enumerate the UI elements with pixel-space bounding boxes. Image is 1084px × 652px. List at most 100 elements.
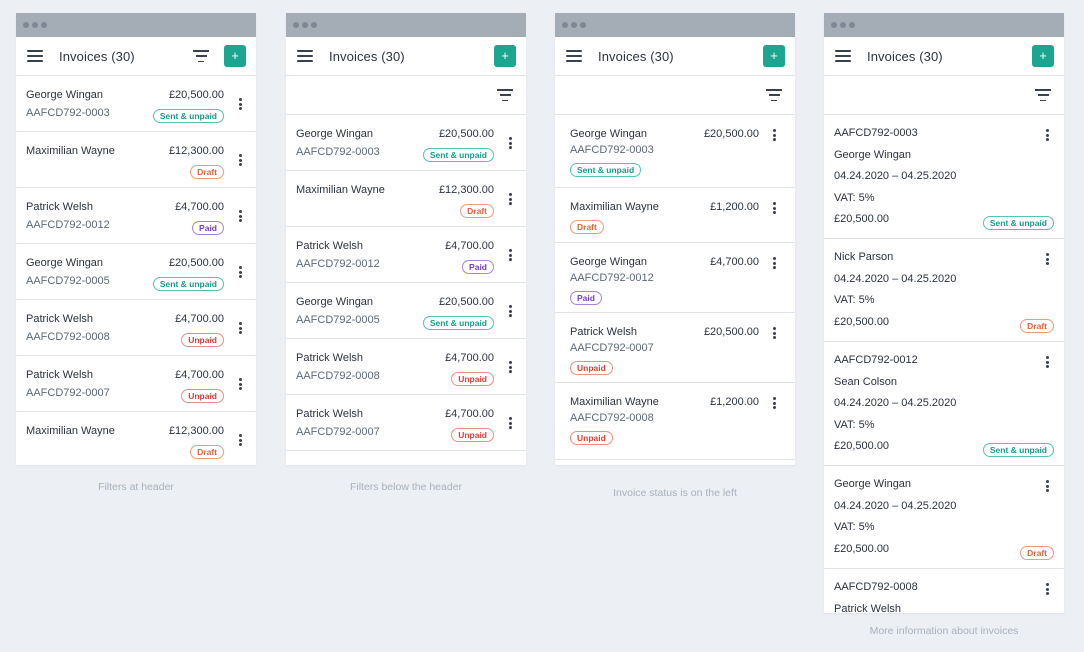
- status-badge-wrap: Paid: [462, 257, 494, 275]
- invoice-card[interactable]: Nick Parson 04.24.2020 – 04.25.2020 VAT: 5…: [824, 239, 1064, 342]
- more-options-icon[interactable]: [773, 257, 776, 269]
- more-options-icon[interactable]: [1046, 253, 1049, 265]
- card-line: VAT: 5%: [834, 521, 875, 533]
- invoice-number: AAFCD792-0005: [26, 275, 110, 287]
- more-options-icon[interactable]: [773, 327, 776, 339]
- more-options-icon[interactable]: [773, 202, 776, 214]
- more-options-icon[interactable]: [773, 397, 776, 409]
- more-options-icon[interactable]: [1046, 480, 1049, 492]
- filter-icon[interactable]: [497, 89, 513, 101]
- hamburger-menu-icon[interactable]: [835, 50, 851, 62]
- status-badge-wrap: Sent & unpaid: [422, 313, 494, 331]
- card-line: 04.24.2020 – 04.25.2020: [834, 170, 957, 182]
- client-name: George Wingan: [296, 128, 374, 140]
- invoice-row[interactable]: Maximilian Wayne £1,200.00 Draft: [555, 188, 795, 243]
- more-options-icon[interactable]: [509, 249, 512, 261]
- invoice-card[interactable]: George Wingan 04.24.2020 – 04.25.2020 VAT:…: [824, 466, 1064, 569]
- invoice-card[interactable]: AAFCD792-0008 Patrick Welsh: [824, 569, 1064, 613]
- status-badge-wrap: Draft: [570, 217, 604, 235]
- invoice-row[interactable]: Patrick Welsh AAFCD792-0007 £4,700.00 Unpai…: [16, 356, 256, 412]
- invoice-number: AAFCD792-0003: [296, 146, 380, 158]
- invoice-row[interactable]: Patrick Welsh AAFCD792-0008 £4,700.00 Unpai…: [286, 339, 526, 395]
- card-line: VAT: 5%: [834, 418, 875, 431]
- status-badge: Sent & unpaid: [422, 148, 494, 162]
- mockup-status-left: Invoices (30) + George Wingan AAFCD792-00…: [555, 13, 795, 499]
- more-options-icon[interactable]: [509, 305, 512, 317]
- more-options-icon[interactable]: [1046, 583, 1049, 595]
- invoice-row[interactable]: George Wingan AAFCD792-0012 £4,700.00 Paid: [555, 243, 795, 313]
- status-badge-wrap: Sent & unpaid: [422, 145, 494, 163]
- status-badge-wrap: Unpaid: [570, 428, 613, 446]
- more-options-icon[interactable]: [509, 193, 512, 205]
- mockup-filters-below-header: Invoices (30) + George Wingan AAFCD792-00…: [286, 13, 526, 493]
- invoice-amount: £12,300.00: [168, 145, 224, 157]
- more-options-icon[interactable]: [509, 361, 512, 373]
- invoice-row[interactable]: George Wingan AAFCD792-0003 £20,500.00 Sent…: [286, 115, 526, 171]
- window-dot: [562, 22, 568, 28]
- invoice-row[interactable]: Patrick Welsh AAFCD792-0007 £20,500.00 Unpa…: [555, 313, 795, 383]
- status-badge: Draft: [1020, 545, 1054, 560]
- invoice-row[interactable]: George Wingan AAFCD792-0003 £20,500.00 Sent…: [555, 115, 795, 188]
- invoice-row[interactable]: Maximilian Wayne £12,300.00 Draft: [16, 132, 256, 188]
- more-options-icon[interactable]: [239, 434, 242, 446]
- invoice-amount: £20,500.00: [438, 296, 494, 308]
- status-badge: Draft: [460, 204, 494, 218]
- invoice-row[interactable]: George Wingan AAFCD792-0005 £20,500.00 Sent…: [16, 244, 256, 300]
- hamburger-menu-icon[interactable]: [297, 50, 313, 62]
- status-badge: Unpaid: [451, 372, 494, 386]
- client-name: George Wingan: [570, 256, 648, 268]
- invoice-card-list: AAFCD792-0003 George Wingan 04.24.2020 – 0…: [824, 115, 1064, 613]
- window-bar: [555, 13, 795, 37]
- invoice-number: AAFCD792-0005: [296, 314, 380, 326]
- invoice-number: AAFCD792-0012: [26, 219, 110, 231]
- status-badge-wrap: Unpaid: [451, 369, 494, 387]
- more-options-icon[interactable]: [1046, 356, 1049, 368]
- filter-bar: [824, 76, 1064, 115]
- invoice-row[interactable]: Maximilian Wayne £12,300.00 Draft: [286, 171, 526, 227]
- more-options-icon[interactable]: [509, 137, 512, 149]
- invoice-number: AAFCD792-0012: [296, 258, 380, 270]
- invoice-row[interactable]: Patrick Welsh AAFCD792-0007 £4,700.00 Unpai…: [286, 395, 526, 451]
- status-badge: Draft: [190, 165, 224, 179]
- invoice-amount: £20,500.00: [168, 89, 224, 101]
- more-options-icon[interactable]: [239, 378, 242, 390]
- invoice-amount: £4,700.00: [175, 313, 224, 325]
- more-options-icon[interactable]: [239, 154, 242, 166]
- invoice-row[interactable]: Patrick Welsh AAFCD792-0012 £4,700.00 Paid: [16, 188, 256, 244]
- client-name: Patrick Welsh: [570, 326, 638, 338]
- invoice-row[interactable]: Patrick Welsh AAFCD792-0008 £4,700.00 Unpai…: [16, 300, 256, 356]
- more-options-icon[interactable]: [239, 266, 242, 278]
- status-badge-wrap: Draft: [190, 442, 224, 460]
- window-bar: [824, 13, 1064, 37]
- status-badge: Draft: [570, 220, 604, 234]
- filter-icon[interactable]: [766, 89, 782, 101]
- add-invoice-button[interactable]: +: [763, 45, 785, 67]
- filter-icon[interactable]: [1035, 89, 1051, 101]
- invoice-row[interactable]: Patrick Welsh AAFCD792-0012 £4,700.00 Paid: [286, 227, 526, 283]
- hamburger-menu-icon[interactable]: [27, 50, 43, 62]
- invoice-card[interactable]: AAFCD792-0012 Sean Colson 04.24.2020 – 04.…: [824, 342, 1064, 466]
- more-options-icon[interactable]: [773, 129, 776, 141]
- invoice-row[interactable]: George Wingan AAFCD792-0005 £20,500.00 Sent…: [286, 283, 526, 339]
- window-dot: [840, 22, 846, 28]
- invoice-row[interactable]: George Wingan AAFCD792-0003 £20,500.00 Sent…: [16, 76, 256, 132]
- add-invoice-button[interactable]: +: [224, 45, 246, 67]
- invoice-card[interactable]: AAFCD792-0003 George Wingan 04.24.2020 – 0…: [824, 115, 1064, 239]
- more-options-icon[interactable]: [509, 417, 512, 429]
- page-title: Invoices (30): [598, 48, 674, 64]
- status-badge-wrap: Draft: [1020, 543, 1054, 561]
- more-options-icon[interactable]: [239, 98, 242, 110]
- hamburger-menu-icon[interactable]: [566, 50, 582, 62]
- status-badge-wrap: Sent & unpaid: [982, 213, 1054, 231]
- add-invoice-button[interactable]: +: [1032, 45, 1054, 67]
- invoice-number: AAFCD792-0007: [296, 426, 380, 438]
- more-options-icon[interactable]: [239, 322, 242, 334]
- invoice-row[interactable]: Maximilian Wayne AAFCD792-0008 £1,200.00 Un…: [555, 383, 795, 460]
- mockup-caption: More information about invoices: [869, 625, 1019, 637]
- invoice-row[interactable]: Maximilian Wayne £12,300.00 Draft: [16, 412, 256, 465]
- more-options-icon[interactable]: [1046, 129, 1049, 141]
- add-invoice-button[interactable]: +: [494, 45, 516, 67]
- more-options-icon[interactable]: [239, 210, 242, 222]
- filter-icon[interactable]: [193, 50, 209, 62]
- card-line: £20,500.00: [834, 315, 890, 328]
